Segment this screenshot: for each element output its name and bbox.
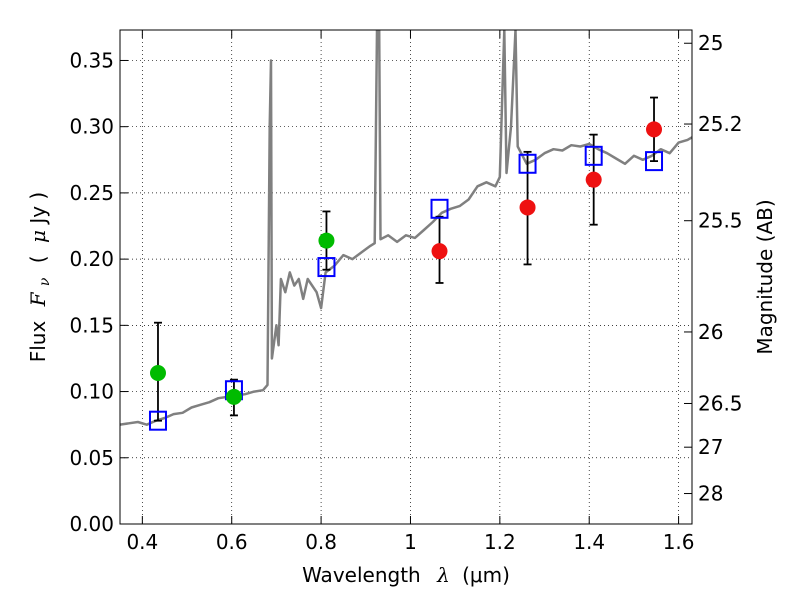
y-axis-label-unit-mu: μ xyxy=(26,230,50,243)
x-axis-label-unit: (μm) xyxy=(462,563,510,587)
plot-frame xyxy=(119,29,693,525)
x-tick-label: 1.4 xyxy=(573,530,605,554)
y-tick-label: 0.00 xyxy=(69,512,114,536)
model-square-marker xyxy=(430,198,449,219)
y-tick-label: 0.35 xyxy=(69,48,114,72)
x-tick-label: 0.6 xyxy=(216,530,248,554)
spectrum-line xyxy=(120,30,692,426)
observed-circle-marker xyxy=(149,365,166,382)
y-tick-label: 0.30 xyxy=(69,115,114,139)
y-axis-label-unit: Jy ) xyxy=(26,192,50,226)
x-tick-label: 1.2 xyxy=(484,530,516,554)
model-square-marker xyxy=(317,257,336,278)
y2-tick-label: 27 xyxy=(698,435,723,459)
y-tick-label: 0.25 xyxy=(69,181,114,205)
y2-tick-label: 28 xyxy=(698,482,723,506)
y-axis-label-unit-open: ( xyxy=(26,255,50,263)
y-axis-label-symbol: F xyxy=(26,291,50,307)
x-tick-label: 1 xyxy=(404,530,417,554)
model-square-marker xyxy=(584,145,603,166)
observed-circle-marker xyxy=(431,243,448,260)
observed-circle-marker xyxy=(585,171,602,188)
y-tick-label: 0.05 xyxy=(69,446,114,470)
axis-ticks: 0.4 0.6 0.8 1 1.2 1.4 1.6 0.00 0.05 0.10 0.15 0.20 0… xyxy=(69,30,743,554)
observed-circle-marker xyxy=(225,388,242,405)
model-square-marker xyxy=(518,153,537,174)
x-axis-label-text: Wavelength xyxy=(302,563,421,587)
y2-tick-label: 25.2 xyxy=(698,112,743,136)
x-axis-label: Wavelength λ (μm) xyxy=(302,563,510,587)
plot-area xyxy=(120,30,692,431)
x-tick-label: 1.6 xyxy=(663,530,695,554)
x-tick-label: 0.8 xyxy=(305,530,337,554)
x-tick-label: 0.4 xyxy=(126,530,158,554)
observed-circle-marker xyxy=(519,199,536,216)
y-tick-label: 0.20 xyxy=(69,247,114,271)
observed-circle-marker xyxy=(318,232,335,249)
y2-tick-label: 25.5 xyxy=(698,209,743,233)
y2-tick-label: 26 xyxy=(698,320,723,344)
y2-tick-label: 26.5 xyxy=(698,391,743,415)
observed-circle-marker xyxy=(646,121,663,138)
y-axis-label-subscript: ν xyxy=(37,277,53,286)
x-axis-label-symbol: λ xyxy=(436,563,450,587)
model-square-marker xyxy=(148,410,167,431)
grid-lines xyxy=(120,30,692,525)
y-tick-label: 0.15 xyxy=(69,313,114,337)
y-axis-label: Flux F ν ( μ Jy ) xyxy=(26,192,54,363)
y-tick-label: 0.10 xyxy=(69,380,114,404)
y2-tick-label: 25 xyxy=(698,31,723,55)
y-axis-label-text: Flux xyxy=(26,321,50,363)
model-square-marker xyxy=(645,151,664,172)
y2-axis-label: Magnitude (AB) xyxy=(753,199,777,354)
